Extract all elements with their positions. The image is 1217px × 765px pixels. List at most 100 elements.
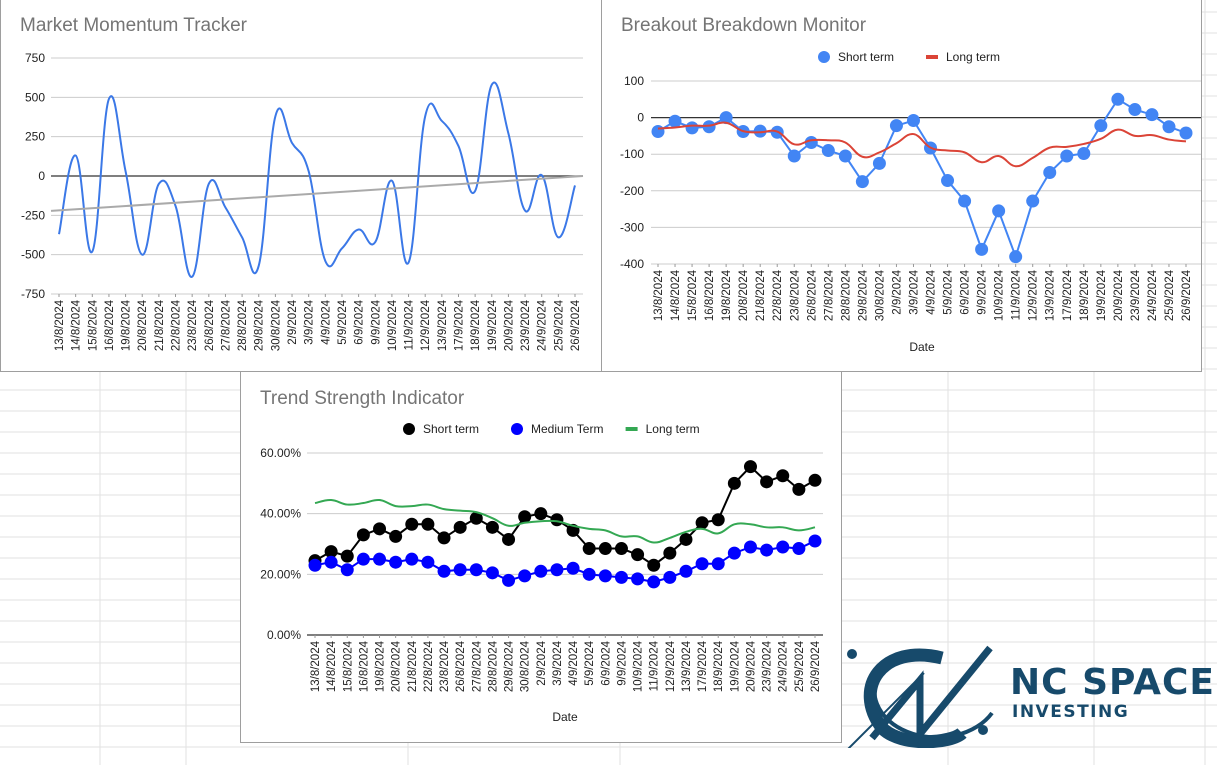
x-tick-label: 26/8/2024 (455, 640, 467, 692)
legend-swatch (926, 55, 938, 59)
x-tick-label: 24/9/2024 (778, 640, 790, 692)
data-point (550, 513, 564, 527)
x-tick-label: 11/9/2024 (404, 299, 416, 350)
data-point (437, 531, 451, 545)
data-point (356, 528, 370, 542)
x-tick-label: 21/8/2024 (154, 299, 166, 351)
data-point (469, 511, 483, 525)
data-point (518, 569, 532, 583)
x-axis-label: Date (552, 710, 578, 724)
x-tick-label: 13/8/2024 (653, 269, 665, 321)
x-tick-label: 11/9/2024 (1011, 269, 1023, 320)
data-point (743, 460, 757, 474)
x-tick-label: 19/9/2024 (729, 640, 741, 692)
data-point (485, 566, 499, 580)
data-point (614, 570, 628, 584)
y-tick-label: 0 (637, 111, 644, 125)
trend-strength-chart[interactable]: Trend Strength Indicator 60.00% 40.00% 20.… (240, 371, 842, 743)
data-point (668, 114, 682, 128)
data-point (405, 552, 419, 566)
data-point (582, 567, 596, 581)
data-point (760, 543, 774, 557)
x-tick-label: 18/9/2024 (1079, 269, 1091, 321)
data-point (855, 175, 869, 189)
x-tick-label: 24/9/2024 (537, 299, 549, 351)
x-tick-label: 28/8/2024 (840, 269, 852, 321)
legend-marker (403, 423, 415, 435)
x-tick-label: 5/9/2024 (584, 640, 596, 685)
legend-label: Short term (423, 422, 479, 436)
series-line-momentum (58, 81, 576, 278)
x-tick-label: 17/9/2024 (1062, 269, 1074, 321)
x-tick-label: 30/8/2024 (270, 299, 282, 351)
x-tick-label: 27/8/2024 (823, 269, 835, 321)
data-point (975, 242, 989, 256)
x-tick-label: 4/9/2024 (320, 299, 332, 344)
trend-strength-plot: 60.00% 40.00% 20.00% 0.00% 13/8/2024 14/8/202… (260, 422, 823, 724)
x-tick-label: 26/8/2024 (204, 299, 216, 351)
x-tick-label: 12/9/2024 (420, 299, 432, 351)
breakout-breakdown-chart[interactable]: Breakout Breakdown Monitor 100 0 -100 -200 -… (601, 0, 1202, 372)
legend-marker (818, 51, 830, 63)
data-point (453, 520, 467, 534)
chart-title: Trend Strength Indicator (260, 388, 465, 409)
x-tick-label: 18/9/2024 (713, 640, 725, 692)
data-point (485, 520, 499, 534)
data-point (1128, 103, 1142, 117)
orbit-logo-icon (847, 645, 994, 748)
data-point (663, 546, 677, 560)
x-tick-label: 13/8/2024 (310, 640, 322, 692)
data-point (405, 517, 419, 531)
data-point (324, 555, 338, 569)
data-point (702, 120, 716, 134)
x-tick-label: 14/8/2024 (670, 269, 682, 321)
y-tick-label: 20.00% (260, 567, 301, 581)
y-tick-label: 0.00% (267, 628, 301, 642)
market-momentum-chart[interactable]: Market Momentum Tracker 750 500 250 0 -250 -5… (0, 0, 602, 372)
x-tick-label: 30/8/2024 (874, 269, 886, 321)
data-point (340, 563, 354, 577)
x-tick-label: 19/8/2024 (121, 299, 133, 351)
data-point (1145, 108, 1159, 122)
data-point (421, 517, 435, 531)
data-point (389, 555, 403, 569)
data-point (1111, 92, 1125, 106)
x-tick-label: 13/9/2024 (681, 640, 693, 692)
x-tick-label: 18/9/2024 (470, 299, 482, 351)
x-tick-label: 28/8/2024 (237, 299, 249, 351)
data-point (1094, 119, 1108, 133)
data-point (534, 507, 548, 521)
x-tick-label: 17/9/2024 (697, 640, 709, 692)
data-point (792, 482, 806, 496)
legend-label: Short term (838, 50, 894, 64)
data-point (695, 516, 709, 530)
data-point (598, 569, 612, 583)
x-tick-label: 27/8/2024 (220, 299, 232, 351)
data-point (324, 545, 338, 559)
data-point (808, 473, 822, 487)
data-point (453, 563, 467, 577)
x-tick-label: 9/9/2024 (977, 269, 989, 314)
data-point (711, 513, 725, 527)
x-tick-label: 20/9/2024 (503, 299, 515, 351)
x-tick-label: 29/8/2024 (857, 269, 869, 321)
x-tick-label: 19/8/2024 (721, 269, 733, 321)
x-tick-label: 22/8/2024 (772, 269, 784, 321)
x-tick-label: 25/9/2024 (794, 640, 806, 692)
trendline (50, 175, 584, 212)
x-tick-label: 10/9/2024 (994, 269, 1006, 321)
legend-swatch (625, 427, 638, 431)
data-point (1060, 149, 1074, 163)
x-tick-label: 12/9/2024 (665, 640, 677, 692)
x-tick-label: 20/8/2024 (391, 640, 403, 692)
x-tick-label: 11/9/2024 (649, 640, 661, 691)
x-tick-label: 23/9/2024 (1130, 269, 1142, 321)
x-tick-label: 15/8/2024 (87, 299, 99, 351)
data-point (679, 532, 693, 546)
y-tick-label: -300 (620, 220, 644, 234)
x-tick-label: 23/9/2024 (762, 640, 774, 692)
x-tick-label: 13/8/2024 (54, 299, 66, 351)
data-point (1043, 166, 1057, 179)
data-point (550, 563, 564, 577)
data-point (308, 558, 322, 572)
